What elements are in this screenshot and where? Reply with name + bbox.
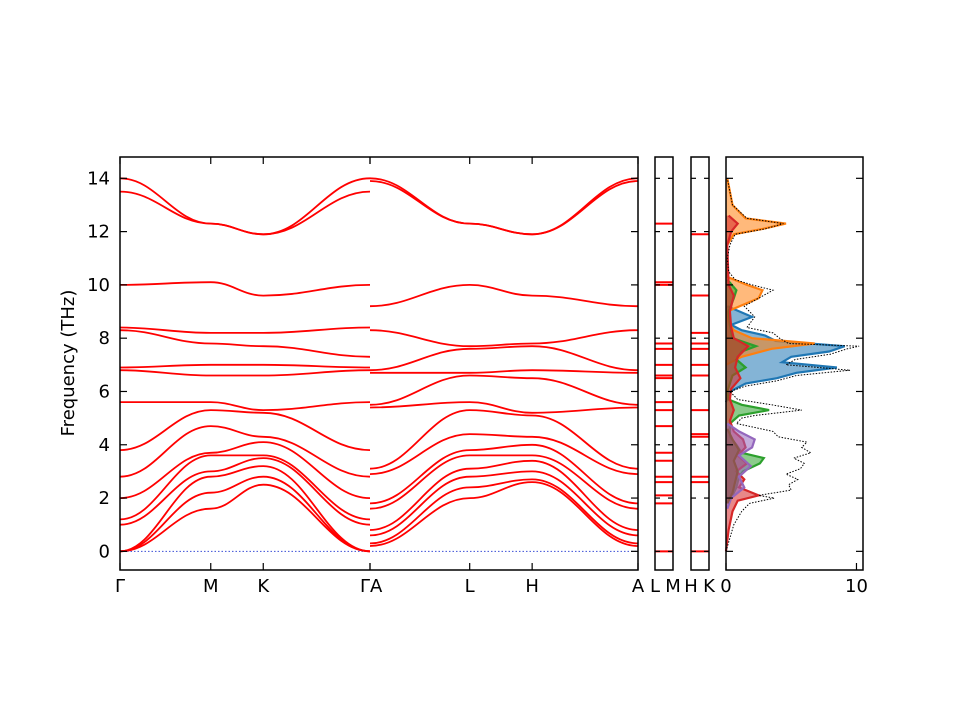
phonon-branch	[119, 363, 371, 369]
phonon-branch	[369, 470, 639, 537]
pdos-fill	[726, 178, 815, 365]
phonon-branch	[369, 345, 639, 372]
x-tick-label: L	[465, 576, 475, 597]
x-tick-label: H	[684, 576, 698, 597]
dos-panel: 0 10	[720, 156, 868, 597]
phonon-branch	[119, 281, 371, 297]
x-tick-label: M	[203, 576, 219, 597]
phonon-branch	[369, 478, 639, 545]
x-tick-label: H	[525, 576, 539, 597]
phonon-branch	[119, 457, 371, 526]
phonon-branch	[119, 369, 371, 377]
total-dos-line	[725, 178, 860, 552]
phonon-branch	[369, 177, 639, 236]
y-tick-label: 10	[87, 275, 110, 296]
x-tick-label: 0	[720, 576, 731, 597]
phonon-branch	[369, 283, 639, 308]
pdos-line	[726, 428, 741, 504]
x-tick-label: 10	[845, 576, 868, 597]
y-tick-label: 0	[99, 541, 110, 562]
point-axes-frame	[654, 156, 674, 571]
y-tick-label: 6	[99, 381, 110, 402]
pdos-fill	[726, 428, 739, 504]
phonon-branch	[369, 401, 639, 414]
phonon-branch	[369, 433, 639, 475]
phonon-branch	[369, 481, 639, 547]
y-tick-label: 4	[99, 435, 110, 456]
phonon-branch	[119, 475, 371, 553]
phonon-branch	[119, 329, 371, 358]
x-tick-label: K	[257, 576, 270, 597]
phonon-branch	[369, 459, 639, 531]
y-tick-label: 2	[99, 488, 110, 509]
y-tick-label: 12	[87, 222, 110, 243]
y-tick-label: 8	[99, 328, 110, 349]
phonon-branch	[119, 326, 371, 334]
pdos-line	[725, 178, 815, 366]
x-tick-label: L	[650, 576, 660, 597]
band-axes-frame	[119, 156, 639, 571]
dos-axes-frame	[725, 156, 864, 571]
phonon-branch	[369, 374, 639, 406]
phonon-branch	[119, 190, 371, 236]
phonon-branch	[119, 441, 371, 499]
x-tick-label: A	[370, 576, 383, 597]
phonon-branch	[370, 369, 639, 374]
phonon-branch	[369, 443, 639, 505]
pdos-line	[726, 422, 757, 510]
x-tick-label: M	[665, 576, 681, 597]
pdos-line	[724, 305, 846, 403]
phonon-branch	[369, 329, 639, 348]
phonon-branch	[369, 180, 639, 236]
phonon-branch	[119, 454, 371, 521]
phonon-branch	[119, 465, 371, 553]
phonon-branch	[119, 483, 371, 553]
phonon-branch	[119, 401, 371, 412]
y-tick-label: 14	[87, 168, 110, 189]
x-tick-label: Γ	[360, 576, 370, 597]
point-axes-frame	[690, 156, 710, 571]
phonon-branch	[369, 454, 639, 510]
x-tick-label: A	[632, 576, 645, 597]
x-tick-label: Γ	[115, 576, 125, 597]
pdos-fill	[726, 306, 845, 403]
phonon-branch	[119, 177, 371, 236]
phonon-branch	[119, 409, 371, 451]
x-tick-label: K	[703, 576, 716, 597]
phonon-branch	[119, 425, 371, 478]
y-axis-label: Frequency (THz)	[58, 290, 79, 437]
phonon-branch	[369, 409, 639, 470]
